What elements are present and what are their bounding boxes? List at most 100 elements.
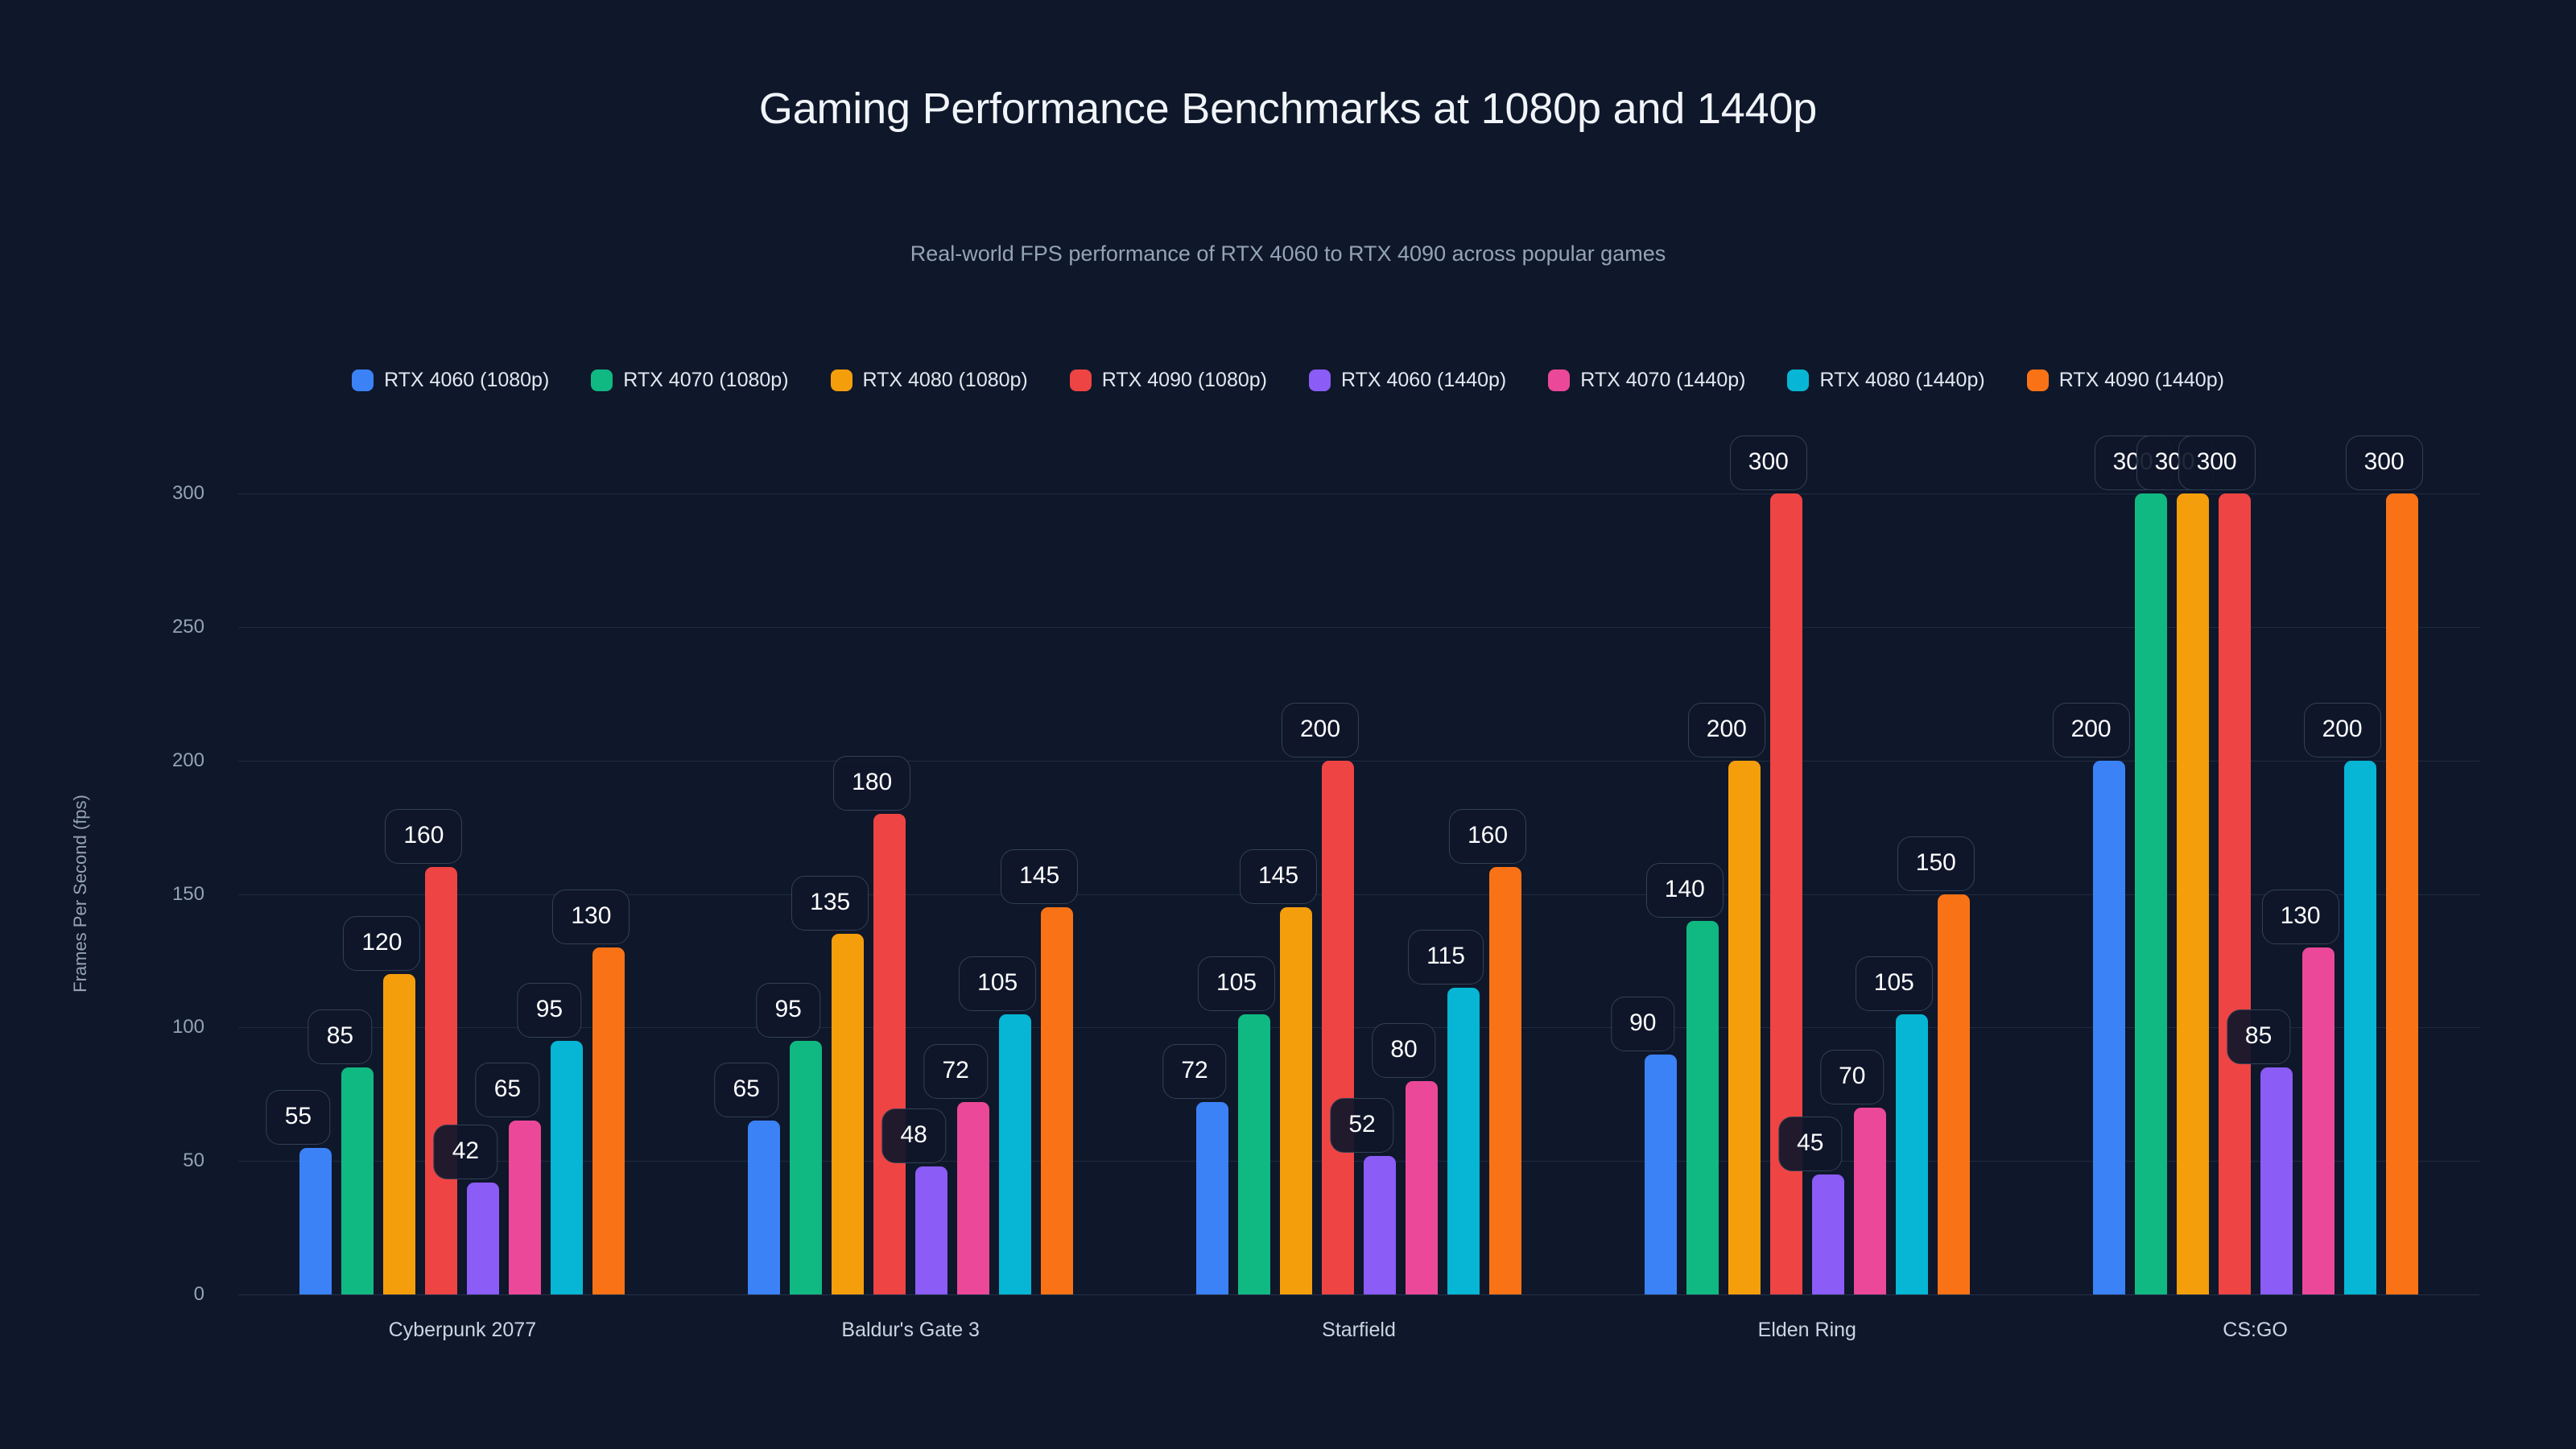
- bar[interactable]: [1238, 1013, 1270, 1294]
- bar[interactable]: [748, 1121, 781, 1294]
- bar-value-label: 120: [343, 916, 421, 971]
- bar-value-label: 300: [2345, 436, 2423, 490]
- bar-value-label: 130: [2261, 889, 2339, 944]
- legend-item-6[interactable]: RTX 4080 (1440p): [1787, 361, 1985, 399]
- bar[interactable]: [509, 1121, 542, 1294]
- bar[interactable]: [832, 934, 865, 1294]
- legend-item-label: RTX 4060 (1080p): [384, 368, 550, 391]
- x-axis-labels: Cyberpunk 2077 Baldur's Gate 3 Starfield El…: [238, 1319, 2479, 1359]
- bar[interactable]: [1937, 894, 1970, 1294]
- bar[interactable]: [2134, 493, 2167, 1294]
- y-tick-label: 150: [171, 882, 204, 905]
- bar[interactable]: [467, 1182, 500, 1294]
- legend-item-label: RTX 4070 (1080p): [623, 368, 789, 391]
- bar-value-label: 180: [833, 756, 911, 811]
- legend-swatch-icon: [1069, 369, 1092, 391]
- bar-value-label: 85: [308, 1009, 373, 1065]
- bar-value-label: 200: [2052, 702, 2130, 758]
- bar[interactable]: [1322, 760, 1354, 1294]
- legend-item-2[interactable]: RTX 4080 (1080p): [830, 361, 1028, 399]
- bar-value-label: 70: [1820, 1049, 1885, 1104]
- bar[interactable]: [383, 974, 416, 1294]
- chart-subtitle: Real-world FPS performance of RTX 4060 t…: [910, 242, 1666, 266]
- chart-legend: RTX 4060 (1080p) RTX 4070 (1080p) RTX 4080…: [0, 361, 2576, 399]
- bar-value-label: 85: [2226, 1009, 2291, 1065]
- bar[interactable]: [873, 814, 906, 1294]
- legend-swatch-icon: [352, 369, 374, 391]
- gridline: [238, 1294, 2479, 1295]
- legend-item-0[interactable]: RTX 4060 (1080p): [352, 361, 549, 399]
- legend-item-label: RTX 4080 (1080p): [862, 368, 1028, 391]
- bar[interactable]: [1041, 907, 1074, 1294]
- legend-item-4[interactable]: RTX 4060 (1440p): [1309, 361, 1506, 399]
- bar[interactable]: [1811, 1174, 1844, 1294]
- bar-value-label: 48: [881, 1108, 946, 1163]
- bar[interactable]: [1895, 1013, 1928, 1294]
- x-axis-category-label: Cyberpunk 2077: [388, 1319, 537, 1341]
- legend-swatch-icon: [591, 369, 613, 391]
- x-axis-category-label: Starfield: [1322, 1319, 1396, 1341]
- bar[interactable]: [2176, 493, 2209, 1294]
- legend-item-3[interactable]: RTX 4090 (1080p): [1069, 361, 1267, 399]
- bar[interactable]: [1853, 1107, 1886, 1294]
- bar[interactable]: [790, 1040, 823, 1294]
- bar[interactable]: [1364, 1155, 1396, 1294]
- bar-value-label: 72: [1162, 1044, 1227, 1100]
- bar-value-label: 160: [385, 809, 463, 865]
- bar[interactable]: [1196, 1102, 1228, 1294]
- bar[interactable]: [2260, 1067, 2293, 1294]
- bar-value-label: 135: [791, 876, 869, 931]
- bar[interactable]: [2218, 493, 2251, 1294]
- bar-value-label: 80: [1372, 1022, 1436, 1078]
- bar-value-label: 200: [2303, 702, 2381, 758]
- bar[interactable]: [592, 947, 625, 1294]
- legend-item-label: RTX 4090 (1440p): [2058, 368, 2224, 391]
- bar-value-label: 115: [1408, 929, 1484, 985]
- bar[interactable]: [551, 1040, 584, 1294]
- legend-swatch-icon: [1548, 369, 1571, 391]
- legend-item-label: RTX 4090 (1080p): [1101, 368, 1267, 391]
- bar[interactable]: [1769, 493, 1802, 1294]
- bar[interactable]: [299, 1147, 332, 1294]
- bar-value-label: 160: [1448, 809, 1527, 865]
- bar[interactable]: [425, 867, 458, 1294]
- legend-swatch-icon: [1787, 369, 1810, 391]
- page-title: Gaming Performance Benchmarks at 1080p a…: [758, 85, 1818, 133]
- plot-area: 55 85 120 160 42 65 95 130 65 95 135 180 48 72 105 145 7…: [238, 436, 2479, 1295]
- bar[interactable]: [1447, 987, 1480, 1294]
- bar[interactable]: [1728, 760, 1761, 1294]
- bar-value-label: 90: [1611, 996, 1675, 1051]
- gridline: [238, 760, 2479, 762]
- bar-value-label: 95: [517, 982, 582, 1038]
- bar-value-label: 200: [1687, 702, 1765, 758]
- y-tick-label: 50: [183, 1150, 204, 1172]
- legend-item-7[interactable]: RTX 4090 (1440p): [2026, 361, 2224, 399]
- bar[interactable]: [2092, 760, 2125, 1294]
- bar[interactable]: [2301, 947, 2334, 1294]
- bar[interactable]: [2343, 760, 2376, 1294]
- gridline: [238, 493, 2479, 494]
- legend-item-5[interactable]: RTX 4070 (1440p): [1548, 361, 1745, 399]
- bar[interactable]: [999, 1013, 1032, 1294]
- bar[interactable]: [957, 1102, 990, 1294]
- legend-item-label: RTX 4060 (1440p): [1341, 368, 1507, 391]
- y-tick-label: 250: [171, 615, 204, 638]
- gridline: [238, 1027, 2479, 1029]
- bar-value-label: 105: [959, 956, 1037, 1011]
- bar[interactable]: [1644, 1054, 1677, 1294]
- bar[interactable]: [1686, 920, 1719, 1294]
- bar[interactable]: [1489, 867, 1521, 1294]
- bar-value-label: 52: [1330, 1097, 1394, 1153]
- y-tick-label: 100: [171, 1016, 204, 1038]
- bar[interactable]: [915, 1166, 948, 1294]
- bar[interactable]: [341, 1067, 374, 1294]
- gridline: [238, 626, 2479, 628]
- bar-value-label: 65: [714, 1063, 778, 1118]
- bar[interactable]: [1280, 907, 1312, 1294]
- bar[interactable]: [1406, 1080, 1438, 1294]
- bar-value-label: 55: [266, 1089, 331, 1145]
- bar[interactable]: [2385, 493, 2418, 1294]
- legend-item-1[interactable]: RTX 4070 (1080p): [591, 361, 789, 399]
- legend-swatch-icon: [1309, 369, 1331, 391]
